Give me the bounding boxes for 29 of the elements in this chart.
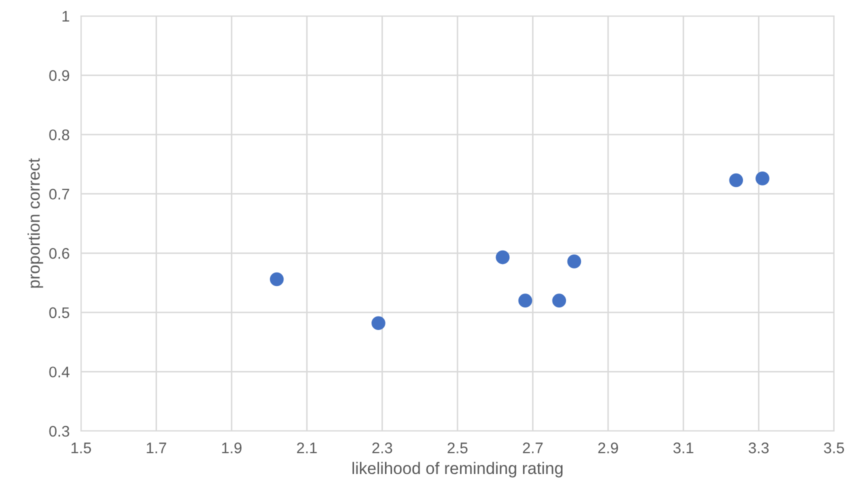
x-tick-label: 2.9 [598,442,618,454]
x-tick-label: 2.3 [372,442,392,454]
y-tick-label: 0.5 [49,307,70,318]
x-tick-label: 1.7 [146,442,166,454]
y-tick-label: 0.4 [49,366,70,378]
y-tick-label: 0.8 [49,129,70,140]
point [270,272,284,286]
x-tick-label: 2.5 [448,442,468,454]
x-tick-label: 3.3 [748,442,769,454]
x-tick-label: 2.7 [522,442,543,454]
y-tick-label: 0.9 [49,70,70,81]
x-tick-label: 2.1 [297,442,317,454]
x-tick-label: 3.5 [824,442,844,454]
x-tick-label: 1.5 [72,442,91,454]
y-tick-label: 0.7 [49,188,70,200]
y-tick-label: 0.6 [49,248,70,259]
y-tick-label: 1 [62,11,70,22]
point [729,173,744,188]
point [372,316,386,330]
point [552,294,566,308]
x-tick-label: 3.1 [673,442,694,454]
y-tick-label: 0.3 [49,426,70,437]
x-axis-title: likelihood of reminding rating [352,462,563,478]
point [518,294,532,308]
x-tick-label: 1.9 [222,442,242,454]
point [567,254,582,268]
point [496,250,510,264]
point [756,172,770,186]
y-axis-title: proportion correct [28,158,44,288]
